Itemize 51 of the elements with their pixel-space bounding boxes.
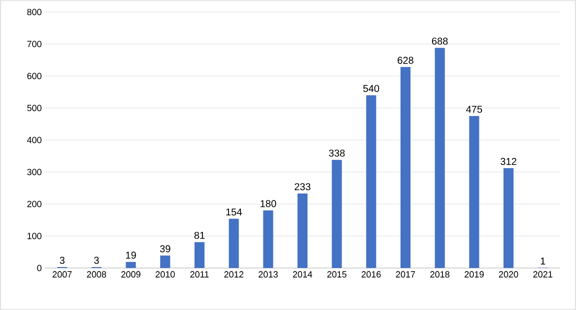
y-tick-label: 500 <box>27 104 42 112</box>
x-tick-label: 2015 <box>327 271 346 278</box>
x-tick-label: 2018 <box>430 271 450 278</box>
bar <box>228 218 239 268</box>
data-label: 1 <box>540 258 546 264</box>
data-label: 475 <box>466 106 482 113</box>
data-label: 3 <box>94 256 99 264</box>
y-tick-label: 600 <box>27 72 42 80</box>
x-tick-label: 2016 <box>362 271 381 278</box>
data-label: 628 <box>398 56 414 64</box>
y-tick-label: 300 <box>27 168 42 176</box>
bar <box>263 210 274 268</box>
data-label: 180 <box>260 200 276 208</box>
x-tick-label: 2020 <box>498 271 518 278</box>
x-tick-label: 2012 <box>224 271 244 278</box>
data-label: 688 <box>432 38 448 45</box>
x-tick-label: 2009 <box>121 271 140 278</box>
data-label: 154 <box>226 208 242 216</box>
x-tick-label: 2011 <box>190 271 209 278</box>
data-label: 233 <box>294 183 310 190</box>
bar <box>366 95 376 268</box>
y-tick-label: 200 <box>27 200 42 208</box>
bar <box>332 160 342 268</box>
bar <box>126 262 136 268</box>
y-tick-label: 100 <box>28 232 42 240</box>
data-label: 19 <box>126 252 136 259</box>
data-label: 3 <box>60 256 65 264</box>
data-label: 81 <box>194 232 205 239</box>
y-tick-label: 800 <box>27 8 42 16</box>
x-tick-label: 2019 <box>464 271 484 278</box>
x-tick-label: 2013 <box>258 271 278 278</box>
y-tick-label: 400 <box>27 136 42 144</box>
data-label: 540 <box>363 84 380 92</box>
x-tick-label: 2017 <box>396 271 416 278</box>
x-tick-label: 2008 <box>86 271 106 278</box>
x-tick-label: 2014 <box>292 271 312 278</box>
data-label: 312 <box>500 158 516 165</box>
data-label: 338 <box>328 150 345 157</box>
y-tick-label: 700 <box>27 40 42 48</box>
x-tick-label: 2007 <box>52 271 72 278</box>
bar <box>469 116 480 268</box>
bar <box>194 242 205 268</box>
y-tick-label: 0 <box>37 264 42 272</box>
bar <box>400 67 411 268</box>
bar <box>504 168 514 268</box>
data-label: 39 <box>160 245 170 252</box>
bar <box>160 256 170 268</box>
bar <box>434 48 445 268</box>
bar <box>298 193 308 268</box>
x-tick-label: 2021 <box>533 271 552 278</box>
x-tick-label: 2010 <box>156 271 175 278</box>
